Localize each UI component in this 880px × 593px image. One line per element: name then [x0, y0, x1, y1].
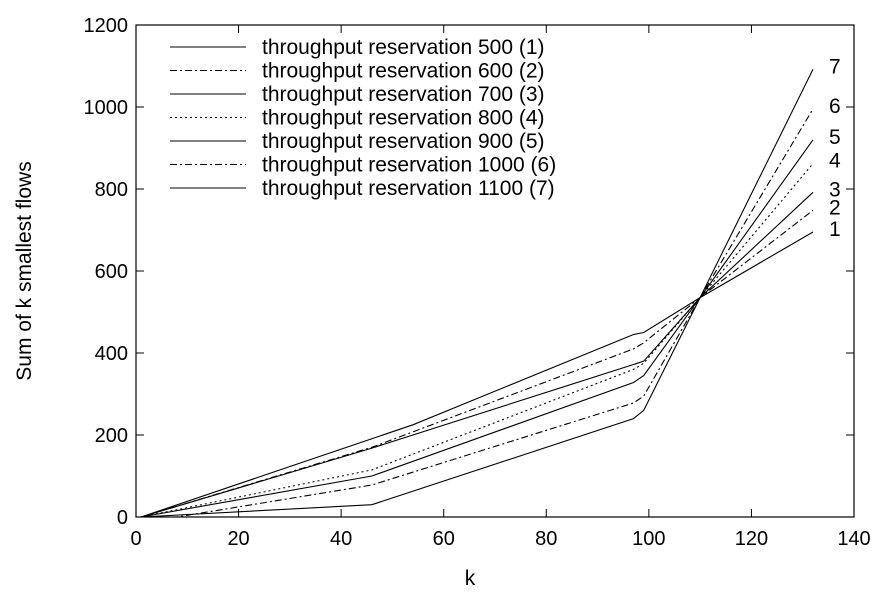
- y-tick-label: 800: [95, 179, 128, 201]
- x-axis-ticks: 0 20 40 60 80 100 120 140: [130, 25, 871, 550]
- series-line-2: [141, 209, 814, 518]
- series-end-label-1: 1: [829, 218, 841, 241]
- series-end-label-3: 3: [829, 178, 841, 201]
- legend-entry-5: throughput reservation 900 (5): [262, 130, 545, 153]
- y-axis-ticks: 0 200 400 600 800 1000 1200: [84, 15, 854, 529]
- series-lines: [140, 69, 814, 518]
- x-tick-label: 40: [330, 528, 352, 550]
- series-end-label-4: 4: [829, 150, 841, 173]
- x-tick-label: 100: [632, 528, 665, 550]
- series-line-3: [141, 191, 814, 518]
- series-end-label-6: 6: [829, 95, 841, 118]
- x-tick-label: 20: [227, 528, 249, 550]
- x-tick-label: 80: [535, 528, 557, 550]
- legend-entry-4: throughput reservation 800 (4): [262, 107, 545, 130]
- series-line-1: [141, 231, 814, 518]
- series-line-7: [140, 69, 814, 518]
- y-tick-label: 600: [95, 261, 128, 283]
- x-tick-label: 60: [433, 528, 455, 550]
- y-tick-label: 400: [95, 343, 128, 365]
- x-axis-label: k: [465, 567, 476, 590]
- series-line-5: [140, 139, 814, 518]
- legend-entry-2: throughput reservation 600 (2): [262, 60, 545, 83]
- y-axis-label: Sum of k smallest flows: [13, 161, 36, 380]
- y-tick-label: 200: [95, 425, 128, 447]
- x-tick-label: 120: [735, 528, 768, 550]
- x-tick-label: 140: [837, 528, 870, 550]
- series-line-4: [140, 163, 814, 518]
- legend-entry-3: throughput reservation 700 (3): [262, 83, 545, 106]
- series-end-labels: 123 45 6 7: [829, 55, 841, 241]
- x-tick-label: 0: [130, 528, 141, 550]
- y-tick-label: 0: [117, 507, 128, 529]
- legend-entry-7: throughput reservation 1100 (7): [262, 177, 555, 200]
- series-end-label-7: 7: [829, 55, 841, 78]
- series-line-6: [140, 108, 814, 518]
- legend: throughput reservation 500 (1)throughput…: [170, 36, 556, 200]
- legend-entry-6: throughput reservation 1000 (6): [262, 154, 556, 177]
- series-end-label-5: 5: [829, 126, 841, 149]
- series-end-label-2: 2: [829, 196, 841, 219]
- y-tick-label: 1200: [84, 15, 129, 37]
- y-tick-label: 1000: [84, 97, 129, 119]
- legend-entry-1: throughput reservation 500 (1): [262, 36, 545, 59]
